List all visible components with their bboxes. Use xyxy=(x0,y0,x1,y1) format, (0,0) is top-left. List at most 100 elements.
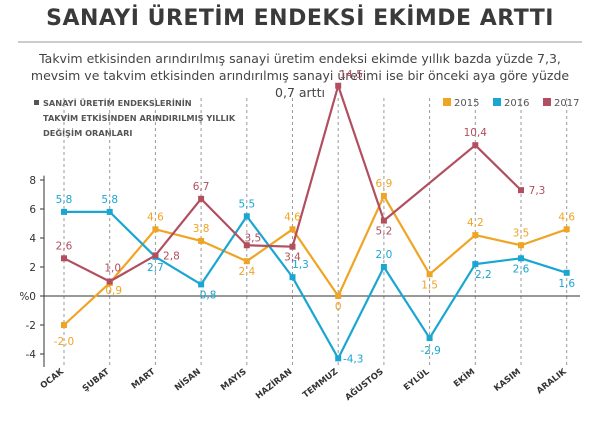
data-point-2016 xyxy=(335,355,342,362)
data-point-2015 xyxy=(198,237,205,244)
data-label-2017: 3,4 xyxy=(284,252,301,264)
legend-label-2015: 2015 xyxy=(454,98,479,109)
data-point-2015 xyxy=(426,271,433,278)
y-tick-label: -2 xyxy=(26,320,36,332)
data-label-2015: 3,5 xyxy=(513,227,530,239)
y-tick-label: 4 xyxy=(29,233,36,245)
legend-swatch-2015 xyxy=(443,98,451,106)
y-tick-label: 6 xyxy=(29,204,36,216)
y-tick-label: 2 xyxy=(29,262,36,274)
x-tick-label: HAZİRAN xyxy=(253,366,294,401)
data-label-2017: 6,7 xyxy=(193,181,210,193)
data-label-2016: -4,3 xyxy=(343,353,364,365)
chart-series xyxy=(63,84,568,360)
data-point-2016 xyxy=(198,281,205,288)
data-point-2015 xyxy=(380,192,387,199)
data-label-2017: 3,5 xyxy=(244,232,261,244)
title-divider xyxy=(18,41,582,43)
data-label-2015: 4,2 xyxy=(467,217,484,229)
data-point-2015 xyxy=(335,293,342,299)
note-line-1: SANAYİ ÜRETİM ENDEKSLERİNİN xyxy=(43,98,192,108)
data-point-2015 xyxy=(518,242,524,249)
data-point-2016 xyxy=(106,208,113,215)
y-tick-label: %0 xyxy=(19,291,36,303)
data-label-2017: 14,5 xyxy=(340,69,363,81)
data-point-2016 xyxy=(563,269,570,276)
data-point-2017 xyxy=(152,252,159,259)
data-point-2017 xyxy=(472,142,479,149)
data-label-2017: 1,0 xyxy=(104,263,121,275)
data-label-2017: 10,4 xyxy=(464,127,488,139)
data-label-2015: 0,9 xyxy=(105,285,122,297)
data-point-2016 xyxy=(61,208,67,215)
data-point-2015 xyxy=(472,232,479,239)
x-tick-label: NİSAN xyxy=(172,366,202,393)
data-label-2017: 7,3 xyxy=(529,185,546,197)
x-tick-label: TEMMUZ xyxy=(301,367,340,400)
series-line-2017 xyxy=(63,84,522,283)
data-point-2017 xyxy=(380,217,387,224)
series-line-2016 xyxy=(64,210,568,360)
data-point-2016 xyxy=(426,335,433,342)
chart-grid xyxy=(63,98,568,368)
data-point-2017 xyxy=(335,82,342,89)
data-label-2016: 5,8 xyxy=(56,194,73,206)
data-point-2016 xyxy=(472,261,479,268)
x-tick-label: AĞUSTOS xyxy=(342,365,385,403)
data-point-2015 xyxy=(152,226,159,233)
data-label-2016: -2,9 xyxy=(420,345,441,357)
data-label-2015: 6,9 xyxy=(376,178,393,190)
data-point-2017 xyxy=(61,255,67,262)
chart-legend: 2015 2016 2017 xyxy=(443,98,579,109)
y-tick-label: -4 xyxy=(26,349,37,361)
y-tick-label: 8 xyxy=(29,175,36,187)
data-point-2017 xyxy=(106,278,113,285)
legend-swatch-2016 xyxy=(493,98,501,106)
data-point-2017 xyxy=(198,195,205,202)
data-point-2017 xyxy=(289,243,296,250)
legend-label-2017: 2017 xyxy=(554,98,579,109)
x-tick-label: MART xyxy=(130,367,158,392)
chart-markers xyxy=(61,82,570,362)
data-label-2015: 1,5 xyxy=(421,279,438,291)
series-line-2015 xyxy=(63,194,568,326)
data-point-2015 xyxy=(243,258,250,265)
x-tick-label: ARALIK xyxy=(535,367,569,397)
x-tick-label: ŞUBAT xyxy=(81,367,112,394)
data-label-2016: 1,6 xyxy=(558,278,575,290)
legend-swatch-2017 xyxy=(543,98,551,106)
chart-data-labels: -2,0 0,9 4,6 3,8 2,4 4,6 0 6,9 1,5 4,2 3,5 4,6 5,8 5,… xyxy=(54,69,576,366)
data-label-2015: 4,6 xyxy=(558,211,575,223)
data-point-2017 xyxy=(243,242,250,249)
note-bullet-icon xyxy=(34,100,39,105)
data-label-2015: -2,0 xyxy=(54,336,75,348)
chart-title: SANAYİ ÜRETİM ENDEKSİ EKİMDE ARTTI xyxy=(46,6,554,31)
note-line-2: TAKVİM ETKİSİNDEN ARINDIRILMIŞ YILLIK xyxy=(43,113,236,123)
data-label-2017: 2,6 xyxy=(56,240,73,252)
data-point-2015 xyxy=(289,226,296,233)
note-line-3: DEĞİŞİM ORANLARI xyxy=(43,127,132,138)
data-label-2016: 5,5 xyxy=(238,198,255,210)
data-label-2015: 3,8 xyxy=(193,223,210,235)
data-point-2016 xyxy=(243,213,250,220)
data-label-2017: 2,8 xyxy=(163,250,180,262)
x-tick-label: MAYIS xyxy=(219,367,249,393)
data-label-2016: 2,6 xyxy=(513,263,530,275)
data-point-2015 xyxy=(61,322,67,328)
data-point-2016 xyxy=(289,274,296,281)
data-label-2015: 0 xyxy=(335,301,342,313)
data-label-2016: 0,8 xyxy=(200,289,217,301)
data-point-2016 xyxy=(380,264,387,270)
data-label-2016: 5,8 xyxy=(101,194,118,206)
chart-subtitle: Takvim etkisinden arındırılmış sanayi ür… xyxy=(30,51,570,100)
x-tick-label: KASIM xyxy=(492,367,523,394)
data-label-2016: 2,2 xyxy=(475,269,492,281)
x-tick-label: EYLÜL xyxy=(402,366,432,393)
data-label-2016: 2,0 xyxy=(376,249,393,261)
x-tick-label: EKİM xyxy=(451,366,477,389)
data-point-2015 xyxy=(563,226,570,233)
data-label-2015: 4,6 xyxy=(284,211,301,223)
data-label-2017: 5,2 xyxy=(376,226,393,238)
data-label-2015: 4,6 xyxy=(147,211,164,223)
legend-label-2016: 2016 xyxy=(504,98,529,109)
